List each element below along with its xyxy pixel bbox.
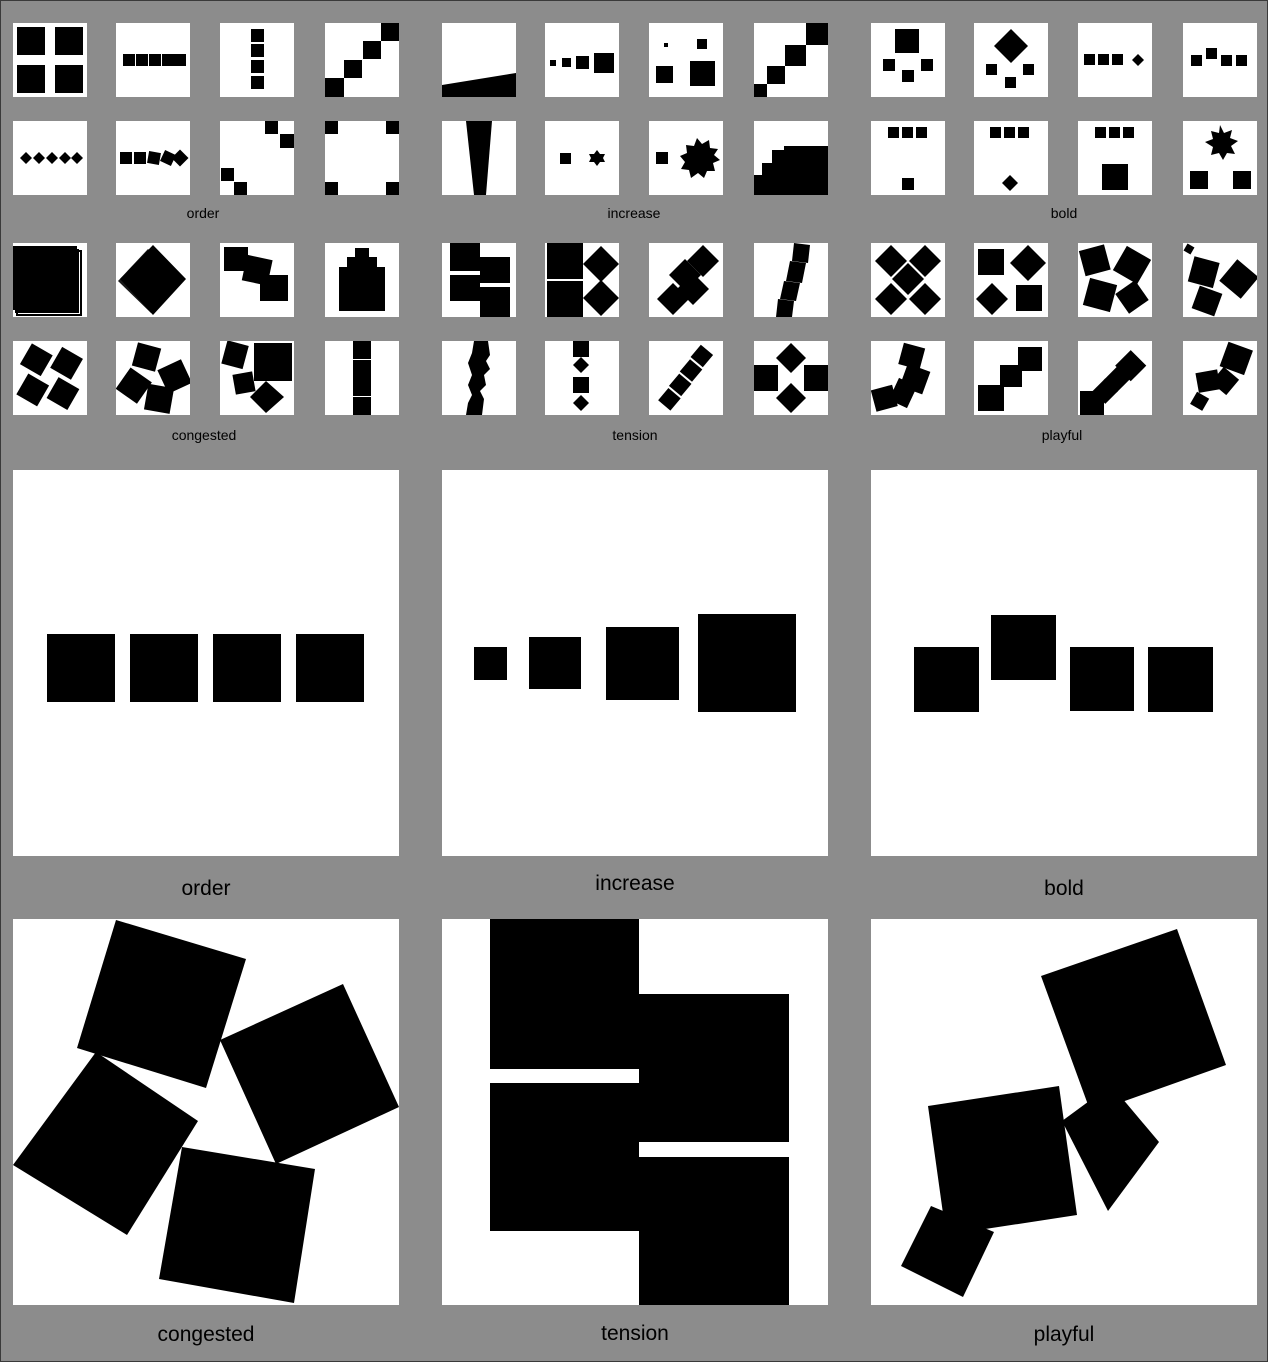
congested-label: congested <box>171 427 237 443</box>
increase-large-label: increase <box>595 872 675 895</box>
order-tile-8 <box>325 121 399 195</box>
tension-large-label: tension <box>601 1322 669 1345</box>
playful-tile-7 <box>1078 341 1152 415</box>
playful-tile-6 <box>974 341 1048 415</box>
increase-tile-6 <box>545 121 619 195</box>
bold-label: bold <box>1050 205 1078 221</box>
order-tile-6 <box>116 121 190 195</box>
order-tile-4 <box>325 23 399 97</box>
congested-large-label: congested <box>157 1323 255 1346</box>
bold-tile-7 <box>1078 121 1152 195</box>
congested-tile-1 <box>13 243 87 317</box>
increase-tile-5 <box>442 121 516 195</box>
congested-tile-4 <box>325 243 399 317</box>
tension-tile-2 <box>545 243 619 317</box>
playful-tile-5 <box>871 341 945 415</box>
order-tile-1 <box>13 23 87 97</box>
tension-tile-7 <box>649 341 723 415</box>
increase-tile-3 <box>649 23 723 97</box>
tension-label: tension <box>612 427 658 443</box>
bold-tile-2 <box>974 23 1048 97</box>
playful-tile-2 <box>974 243 1048 317</box>
tension-tile-8 <box>754 341 828 415</box>
congested-tile-8 <box>325 341 399 415</box>
increase-tile-2 <box>545 23 619 97</box>
playful-tile-1 <box>871 243 945 317</box>
tension-tile-1 <box>442 243 516 317</box>
tension-large-panel <box>442 919 828 1305</box>
congested-large-panel <box>13 919 399 1305</box>
playful-tile-4 <box>1183 243 1257 317</box>
congested-tile-7 <box>220 341 294 415</box>
playful-tile-3 <box>1078 243 1152 317</box>
tension-tile-6 <box>545 341 619 415</box>
order-tile-2 <box>116 23 190 97</box>
tension-tile-5 <box>442 341 516 415</box>
order-tile-7 <box>220 121 294 195</box>
bold-large-label: bold <box>1044 877 1084 900</box>
playful-large-panel <box>871 919 1257 1305</box>
playful-large-label: playful <box>1033 1323 1095 1346</box>
order-label: order <box>186 205 220 221</box>
congested-tile-5 <box>13 341 87 415</box>
congested-tile-2 <box>116 243 190 317</box>
tension-tile-3 <box>649 243 723 317</box>
congested-tile-6 <box>116 341 190 415</box>
order-large-label: order <box>181 877 231 900</box>
bold-tile-6 <box>974 121 1048 195</box>
playful-label: playful <box>1041 427 1083 443</box>
increase-tile-1 <box>442 23 516 97</box>
bold-tile-3 <box>1078 23 1152 97</box>
increase-label: increase <box>607 205 661 221</box>
increase-tile-7 <box>649 121 723 195</box>
order-tile-5 <box>13 121 87 195</box>
bold-tile-4 <box>1183 23 1257 97</box>
bold-large-panel <box>871 470 1257 856</box>
increase-tile-4 <box>754 23 828 97</box>
increase-large-panel <box>442 470 828 856</box>
bold-tile-8 <box>1183 121 1257 195</box>
playful-tile-8 <box>1183 341 1257 415</box>
tension-tile-4 <box>754 243 828 317</box>
bold-tile-5 <box>871 121 945 195</box>
increase-tile-8 <box>754 121 828 195</box>
order-large-panel <box>13 470 399 856</box>
congested-tile-3 <box>220 243 294 317</box>
bold-tile-1 <box>871 23 945 97</box>
order-tile-3 <box>220 23 294 97</box>
